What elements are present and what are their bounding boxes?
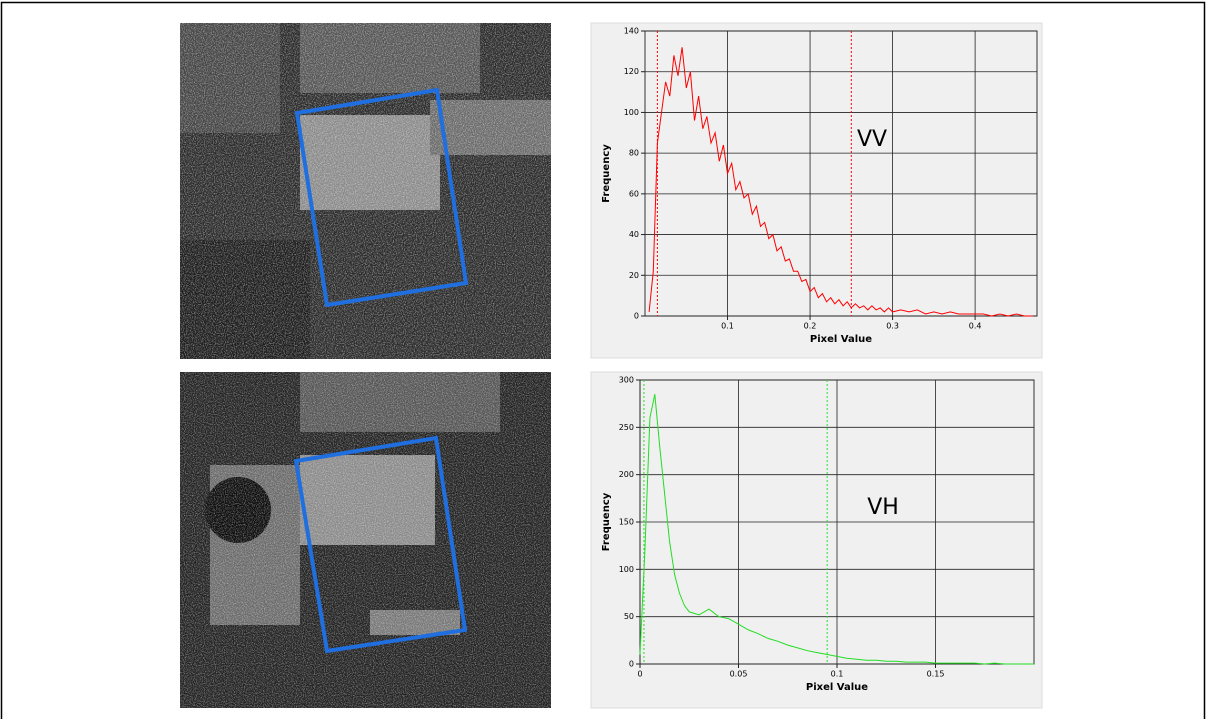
- histogram-line: [639, 394, 1034, 665]
- x-tick-label: 0.15: [927, 670, 945, 679]
- y-tick-label: 200: [619, 470, 634, 479]
- plot-area: [644, 30, 1038, 317]
- x-tick-label: 0.05: [730, 670, 748, 679]
- y-tick-label: 150: [619, 518, 634, 527]
- x-axis-label: Pixel Value: [810, 334, 872, 345]
- y-tick-label: 50: [624, 612, 634, 621]
- sar-image-vv: [180, 23, 551, 359]
- y-axis-label: Frequency: [601, 144, 612, 203]
- y-tick-label: 120: [624, 67, 639, 76]
- series-annotation: VH: [867, 495, 899, 520]
- y-tick-label: 100: [624, 108, 639, 117]
- histogram-line: [648, 47, 1033, 317]
- x-axis-label: Pixel Value: [806, 682, 868, 693]
- y-tick-label: 80: [629, 149, 639, 158]
- y-tick-label: 140: [624, 27, 639, 36]
- sar-image-vh: [180, 372, 551, 708]
- y-tick-label: 60: [629, 189, 639, 198]
- x-tick-label: 0.1: [721, 322, 734, 331]
- y-tick-label: 0: [634, 312, 639, 321]
- y-tick-label: 300: [619, 376, 634, 385]
- y-tick-label: 0: [629, 660, 634, 669]
- x-tick-label: 0.3: [886, 322, 899, 331]
- y-tick-label: 100: [619, 565, 634, 574]
- x-tick-label: 0.1: [831, 670, 844, 679]
- y-tick-label: 250: [619, 423, 634, 432]
- y-axis-label: Frequency: [601, 492, 612, 551]
- series-annotation: VV: [857, 127, 887, 152]
- y-tick-label: 40: [629, 230, 639, 239]
- x-tick-label: 0.2: [804, 322, 817, 331]
- x-tick-label: 0.4: [969, 322, 982, 331]
- y-tick-label: 20: [629, 271, 639, 280]
- x-tick-label: 0: [637, 670, 642, 679]
